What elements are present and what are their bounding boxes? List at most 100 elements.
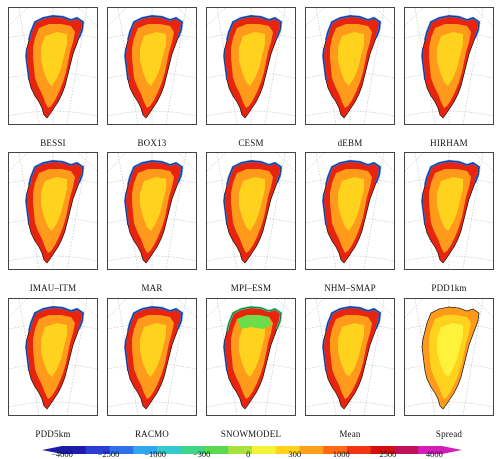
panel-label: HIRHAM [430, 138, 468, 148]
coastline [322, 306, 381, 410]
colorbar-tick-label: −1000 [144, 449, 166, 459]
panel-label: BESSI [40, 138, 66, 148]
panel-label: MPI–ESM [230, 283, 272, 293]
summit-zone [41, 177, 67, 231]
panel-label: SNOWMODEL [220, 429, 282, 439]
coastline [223, 306, 282, 410]
coastline [322, 15, 381, 119]
map-panel [107, 298, 197, 416]
panel-label: NHM–SMAP [324, 283, 376, 293]
colorbar-tick-label: 1000 [332, 449, 350, 459]
summit-zone [239, 177, 265, 231]
colorbar-segment [62, 446, 87, 454]
map-panel [206, 7, 296, 125]
panel-label: Spread [435, 429, 463, 439]
colorbar-left-arrow [42, 446, 62, 454]
colorbar-segment [109, 446, 134, 454]
map-panel [107, 152, 197, 270]
colorbar-tick-label: −4000 [51, 449, 73, 459]
panel-label: PDD5km [35, 429, 71, 439]
summit-zone [437, 32, 463, 86]
colorbar-segment [323, 446, 348, 454]
summit-zone [140, 32, 166, 86]
colorbar-segment [347, 446, 372, 454]
coastline [124, 306, 183, 410]
map-svg [306, 299, 394, 415]
colorbar-tick-label: 0 [246, 449, 251, 459]
map-panel [404, 152, 494, 270]
summit-zone [338, 177, 364, 231]
map-svg [405, 8, 493, 124]
map-svg [405, 299, 493, 415]
colorbar-segment [228, 446, 253, 454]
panel-label: dEBM [337, 138, 363, 148]
map-svg [108, 8, 196, 124]
panel-label: PDD1km [431, 283, 467, 293]
colorbar-segment [418, 446, 443, 454]
map-panel [305, 152, 395, 270]
map-svg [207, 8, 295, 124]
coastline [421, 15, 480, 119]
panel-label: MAR [141, 283, 163, 293]
coastline [223, 160, 282, 264]
summit-zone [140, 323, 166, 377]
colorbar-segment [157, 446, 182, 454]
map-panel [305, 298, 395, 416]
coastline [124, 160, 183, 264]
map-panel [8, 298, 98, 416]
northern-green-zone [237, 315, 271, 329]
colorbar-segment [133, 446, 158, 454]
colorbar-tick-label: −300 [192, 449, 211, 459]
map-panel [8, 7, 98, 125]
panel-label: BOX13 [137, 138, 167, 148]
colorbar-tick-label: 300 [288, 449, 302, 459]
panel-label: Mean [339, 429, 361, 439]
map-panel [8, 152, 98, 270]
panel-label: CESM [238, 138, 264, 148]
colorbar [42, 441, 462, 454]
colorbar-segment [370, 446, 395, 454]
map-svg [108, 153, 196, 269]
coastline [25, 160, 84, 264]
colorbar-segment [299, 446, 324, 454]
coastline [25, 15, 84, 119]
summit-zone [140, 177, 166, 231]
colorbar-segment [394, 446, 419, 454]
summit-zone [338, 32, 364, 86]
map-svg [306, 153, 394, 269]
panel-label: RACMO [134, 429, 169, 439]
map-svg [207, 299, 295, 415]
coastline [25, 306, 84, 410]
summit-zone [338, 323, 364, 377]
panel-label: IMAU–ITM [29, 283, 77, 293]
map-panel [206, 298, 296, 416]
colorbar-segment [85, 446, 110, 454]
map-svg [9, 299, 97, 415]
summit-zone [239, 32, 265, 86]
summit-zone [41, 32, 67, 86]
map-panel [107, 7, 197, 125]
coastline [421, 160, 480, 264]
summit-zone [239, 323, 265, 377]
colorbar-segment [204, 446, 229, 454]
map-svg [207, 153, 295, 269]
colorbar-segment [275, 446, 300, 454]
map-panel [206, 152, 296, 270]
map-svg [405, 153, 493, 269]
colorbar-tick-label: −2500 [97, 449, 120, 459]
colorbar-right-arrow [442, 446, 462, 454]
coastline [322, 160, 381, 264]
map-panel [404, 7, 494, 125]
colorbar-svg [42, 446, 462, 454]
coastline [124, 15, 183, 119]
colorbar-segment [252, 446, 277, 454]
map-svg [9, 153, 97, 269]
summit-zone [437, 323, 463, 377]
colorbar-segment [180, 446, 205, 454]
colorbar-tick-label: 4000 [425, 449, 443, 459]
summit-zone [437, 177, 463, 231]
coastline [223, 15, 282, 119]
map-panel [404, 298, 494, 416]
map-panel [305, 7, 395, 125]
